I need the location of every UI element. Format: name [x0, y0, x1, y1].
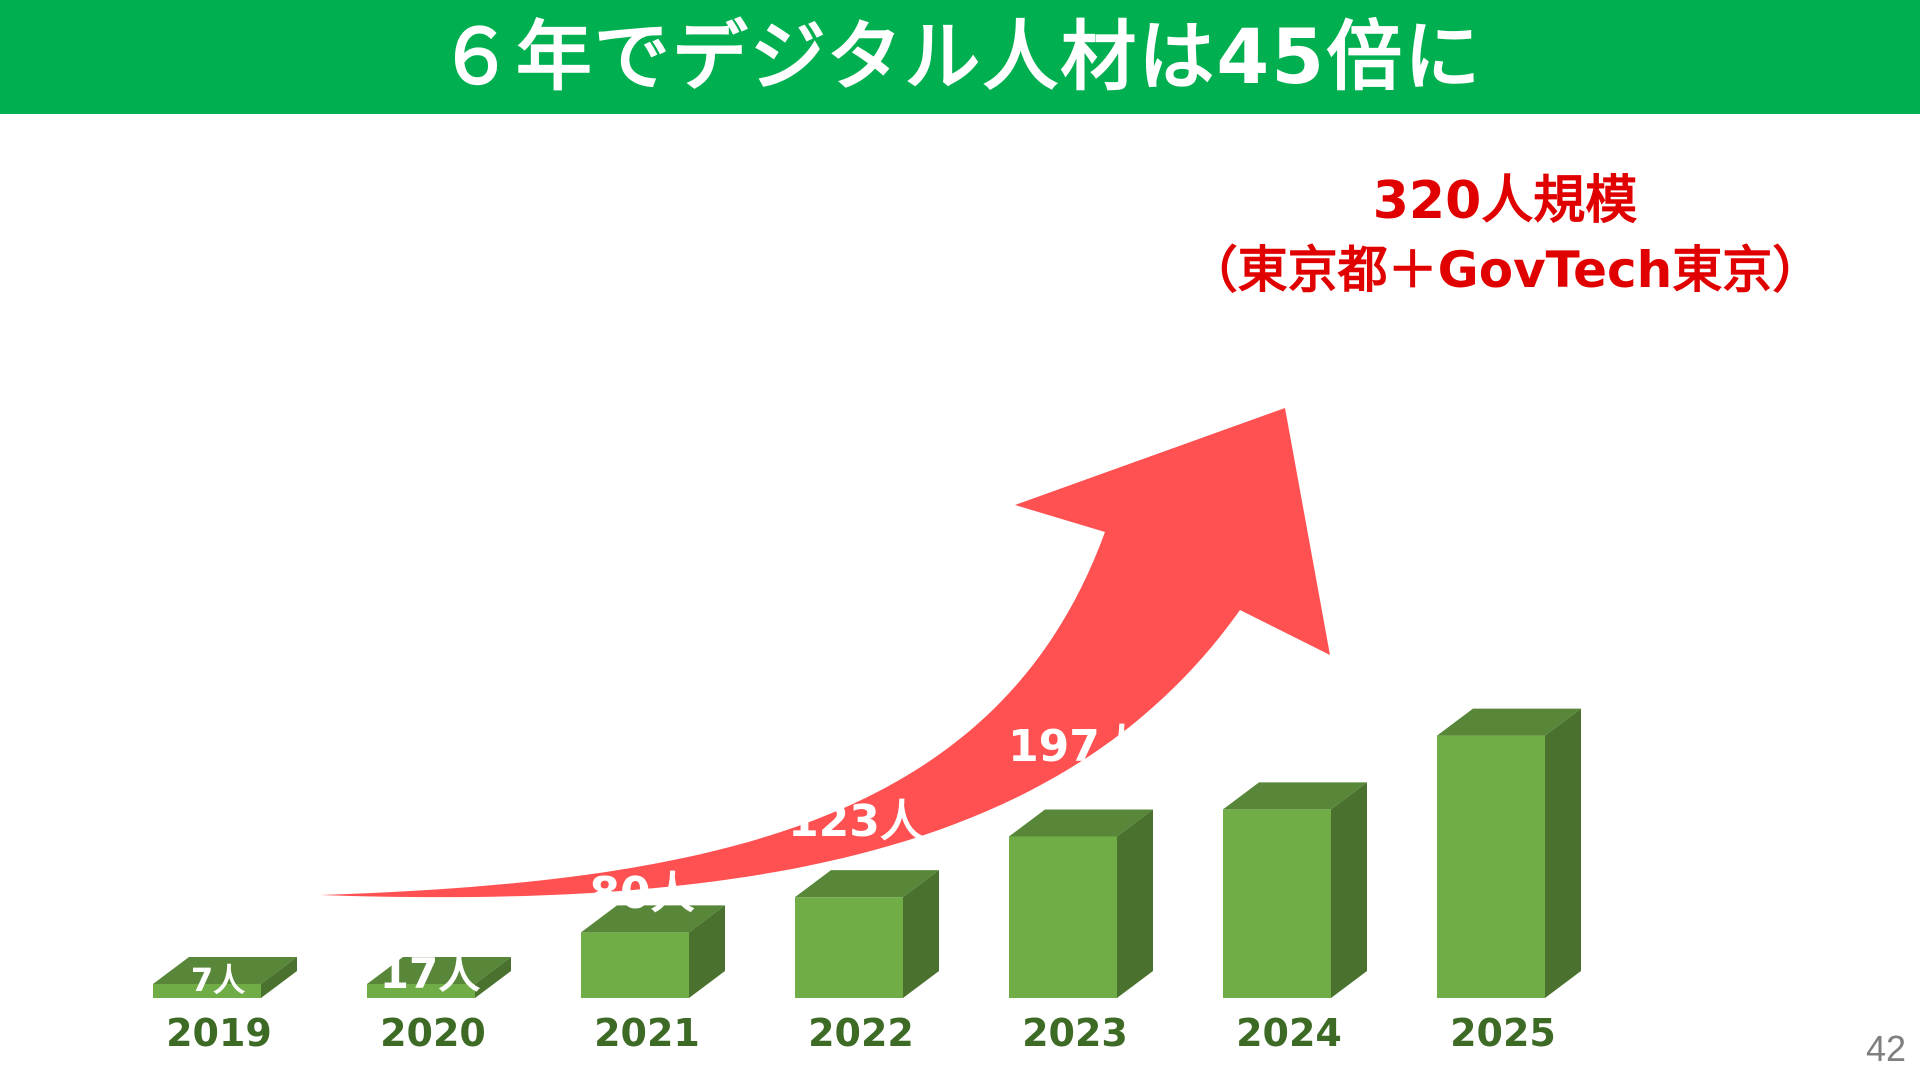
bar-2019 [153, 957, 297, 998]
bars-group [153, 708, 1581, 998]
bar-side [261, 957, 297, 998]
year-label-2022: 2022 [808, 1011, 914, 1055]
value-label-2021: 80人 [589, 868, 694, 919]
bar-2024 [1223, 782, 1367, 998]
year-label-2021: 2021 [594, 1011, 700, 1055]
value-label-2023: 197人 [1008, 721, 1144, 772]
bar-front [367, 984, 475, 998]
bar-top [153, 957, 297, 984]
bar-top [795, 870, 939, 898]
bar-2023 [1009, 809, 1153, 998]
value-label-2024: 230人 [1227, 663, 1363, 714]
year-label-2019: 2019 [166, 1011, 272, 1055]
bar-front [1437, 735, 1545, 998]
bar-top [1223, 782, 1367, 810]
bar-side [1117, 809, 1153, 998]
value-label-2022: 123人 [788, 796, 924, 847]
bar-side [903, 870, 939, 998]
value-label-2019: 7人 [191, 961, 245, 999]
year-label-2025: 2025 [1450, 1011, 1556, 1055]
bar-front [795, 897, 903, 998]
bar-2020 [367, 957, 511, 998]
bar-2022 [795, 870, 939, 998]
bar-top [1009, 809, 1153, 837]
bar-2025 [1437, 708, 1581, 998]
annotation-line-1: 320人規模 [1373, 171, 1638, 231]
year-label-2024: 2024 [1236, 1011, 1342, 1055]
bar-front [1009, 836, 1117, 998]
bar-side [1545, 708, 1581, 998]
value-label-2020: 17人 [380, 949, 480, 998]
bar-front [1223, 809, 1331, 998]
bar-front [153, 984, 261, 998]
year-label-2020: 2020 [380, 1011, 486, 1055]
year-label-2023: 2023 [1022, 1011, 1128, 1055]
bar-top [581, 905, 725, 933]
bar-side [689, 905, 725, 998]
bar-side [475, 957, 511, 998]
bar-top [367, 957, 511, 984]
bar-2021 [581, 905, 725, 998]
bar-side [1331, 782, 1367, 998]
slide-number: 42 [1865, 1028, 1906, 1069]
page-title: ６年でデジタル人材は45倍に [437, 12, 1483, 101]
annotation-line-2: （東京都＋GovTech東京） [1188, 241, 1823, 299]
title-bar: ６年でデジタル人材は45倍に [0, 0, 1920, 114]
bar-front [581, 932, 689, 998]
trend-arrow [320, 408, 1330, 898]
bar-top [1437, 708, 1581, 736]
